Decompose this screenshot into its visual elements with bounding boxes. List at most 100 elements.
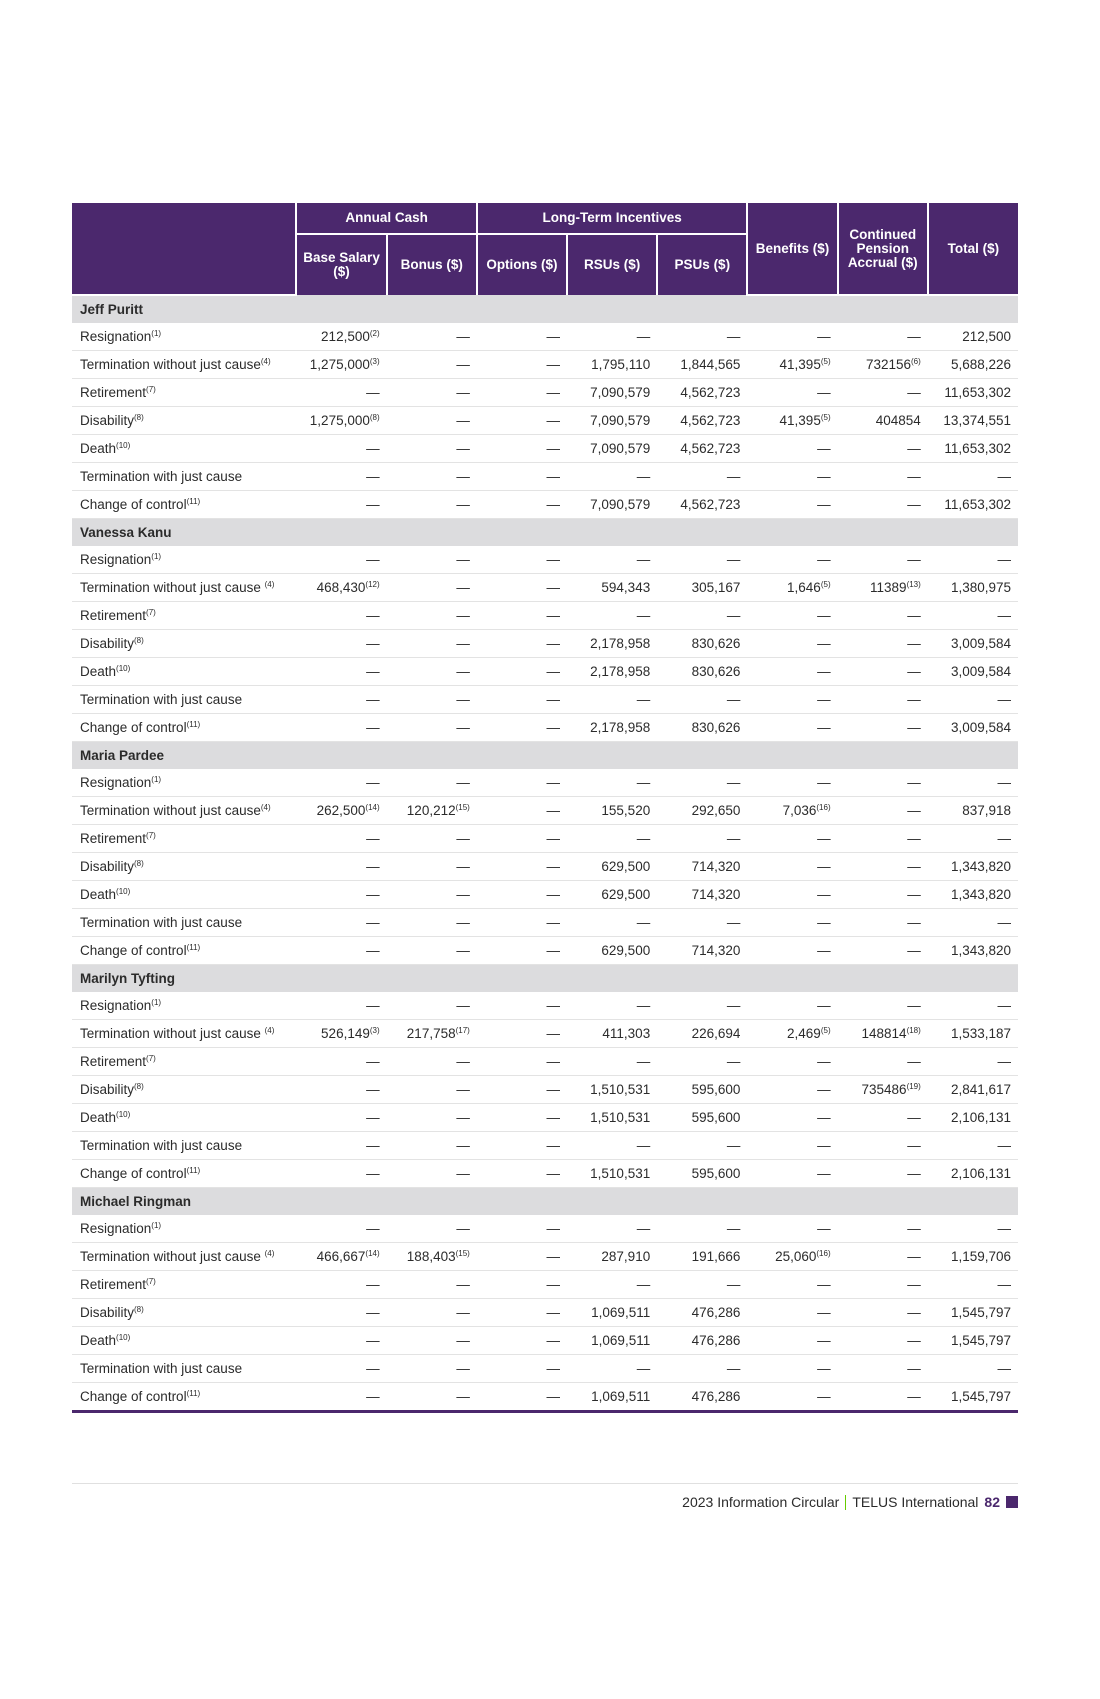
value-cell: 212,500(2) <box>296 323 387 351</box>
cell-value: 837,918 <box>962 803 1011 818</box>
cell-value: — <box>817 1361 831 1376</box>
value-cell: 830,626 <box>657 713 748 742</box>
cell-value: — <box>546 859 561 874</box>
cell-value: — <box>907 775 921 790</box>
value-cell: — <box>837 1382 928 1413</box>
cell-value: — <box>907 329 921 344</box>
footnote-ref: (8) <box>134 1305 144 1314</box>
value-cell: 217,758(17) <box>386 1019 477 1048</box>
cell-value: — <box>366 497 380 512</box>
value-cell: 1,510,531 <box>567 1075 658 1104</box>
row-label: Termination without just cause <box>80 580 265 595</box>
cell-value: 7,036 <box>782 803 817 818</box>
footnote-ref: (10) <box>116 887 131 896</box>
cell-value: — <box>456 1082 470 1097</box>
row-label-cell: Termination with just cause <box>72 462 297 491</box>
table-row: Termination with just cause — — — — — — — — <box>72 462 1018 491</box>
value-cell: — <box>747 824 838 853</box>
footnote-ref: (16) <box>816 803 831 812</box>
cell-value: 629,500 <box>601 943 651 958</box>
header-rsus: RSUs ($) <box>566 234 658 295</box>
cell-value: — <box>366 441 380 456</box>
cell-value: — <box>456 1333 470 1348</box>
value-cell: — <box>476 462 568 491</box>
cell-value: 1,646 <box>787 580 821 595</box>
value-cell: — <box>296 490 387 519</box>
value-cell: — <box>567 1354 658 1383</box>
value-cell: — <box>386 462 477 491</box>
row-label: Change of control <box>80 943 187 958</box>
value-cell: — <box>927 992 1018 1020</box>
footnote-ref: (14) <box>365 1249 380 1258</box>
footnote-ref: (8) <box>134 1082 144 1091</box>
cell-value: — <box>456 497 470 512</box>
row-label-cell: Disability(8) <box>72 406 297 435</box>
table-row: Change of control(11) — — — 1,069,511 476,286… <box>72 1382 1018 1413</box>
value-cell: — <box>386 601 477 630</box>
value-cell: — <box>837 1326 928 1355</box>
cell-value: 7,090,579 <box>590 385 651 400</box>
row-label-cell: Disability(8) <box>72 852 297 881</box>
cell-value: — <box>366 1082 380 1097</box>
cell-value: — <box>817 1110 831 1125</box>
value-cell: — <box>747 769 838 797</box>
cell-value: — <box>997 1138 1012 1153</box>
value-cell: — <box>747 852 838 881</box>
cell-value: — <box>907 385 921 400</box>
footnote-ref: (11) <box>186 1389 201 1398</box>
cell-value: — <box>456 1054 470 1069</box>
footnote-ref: (14) <box>365 803 380 812</box>
row-label: Death <box>80 1333 117 1348</box>
footnote-ref: (7) <box>146 1054 156 1063</box>
cell-value: 4,562,723 <box>680 385 741 400</box>
cell-value: — <box>546 692 561 707</box>
cell-value: — <box>907 998 921 1013</box>
value-cell: — <box>747 908 838 937</box>
cell-value: — <box>907 636 921 651</box>
value-cell: — <box>837 1242 928 1271</box>
value-cell: — <box>747 936 838 965</box>
value-cell: — <box>927 1215 1018 1243</box>
value-cell: — <box>657 1047 748 1076</box>
value-cell: — <box>747 713 838 742</box>
cell-value: 629,500 <box>601 887 651 902</box>
table-row: Change of control(11) — — — 629,500 714,320 — —… <box>72 936 1018 965</box>
footnote-ref: (15) <box>455 803 470 812</box>
value-cell: 1,510,531 <box>567 1103 658 1132</box>
value-cell: 732156(6) <box>837 350 928 379</box>
value-cell: — <box>837 1215 928 1243</box>
cell-value: 287,910 <box>601 1249 651 1264</box>
value-cell: 11,653,302 <box>927 490 1018 519</box>
cell-value: 1,510,531 <box>590 1110 651 1125</box>
cell-value: 714,320 <box>691 859 741 874</box>
cell-value: — <box>366 859 380 874</box>
footnote-ref: (1) <box>151 775 162 784</box>
value-cell: — <box>476 546 568 574</box>
cell-value: 11,653,302 <box>944 497 1011 512</box>
value-cell: 7,090,579 <box>567 490 658 519</box>
cell-value: — <box>726 1221 741 1236</box>
value-cell: 41,395(5) <box>747 406 838 435</box>
row-label-cell: Disability(8) <box>72 629 297 658</box>
cell-value: — <box>907 859 921 874</box>
cell-value: — <box>546 1361 561 1376</box>
cell-value: — <box>456 385 470 400</box>
table-row: Disability(8) — — —1,510,531 595,600—735486(… <box>72 1075 1018 1104</box>
value-cell: 226,694 <box>657 1019 748 1048</box>
value-cell: — <box>747 546 838 574</box>
value-cell: — <box>837 1047 928 1076</box>
cell-value: — <box>726 831 741 846</box>
value-cell: 830,626 <box>657 629 748 658</box>
value-cell: — <box>476 713 568 742</box>
value-cell: — <box>747 1103 838 1132</box>
cell-value: — <box>997 775 1012 790</box>
cell-value: — <box>997 1361 1012 1376</box>
value-cell: 2,106,131 <box>927 1159 1018 1188</box>
cell-value: 41,395 <box>779 357 821 372</box>
row-label-cell: Resignation(1) <box>72 546 297 574</box>
value-cell: 1,275,000(3) <box>296 350 387 379</box>
row-label: Change of control <box>80 1166 187 1181</box>
value-cell: — <box>386 685 477 714</box>
cell-value: 1,510,531 <box>590 1166 651 1181</box>
row-label: Retirement <box>80 608 147 623</box>
